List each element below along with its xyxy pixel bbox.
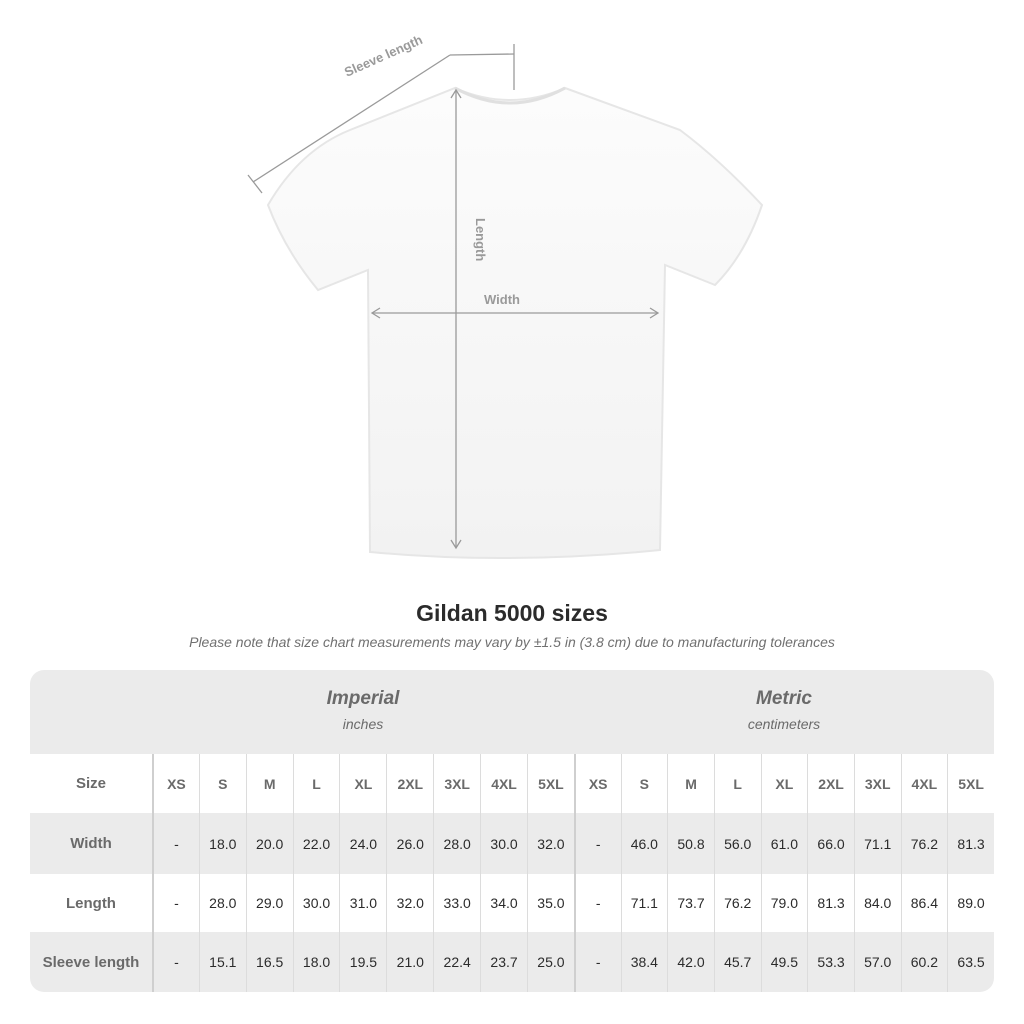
imperial-value: 34.0 — [480, 874, 527, 932]
imperial-value: 18.0 — [292, 932, 340, 992]
imperial-value: - — [151, 932, 199, 992]
size-label: 5XL — [947, 754, 994, 813]
metric-value: 81.3 — [807, 874, 854, 932]
metric-value: 73.7 — [667, 874, 714, 932]
size-label: 4XL — [900, 754, 948, 813]
metric-value: 57.0 — [853, 932, 901, 992]
size-label: 4XL — [480, 754, 527, 813]
size-label: S — [198, 754, 246, 813]
row-label: Length — [65, 894, 116, 912]
imperial-value: 29.0 — [245, 874, 293, 932]
imperial-value: - — [151, 813, 199, 874]
size-label: XS — [151, 754, 199, 813]
imperial-value: 32.0 — [526, 813, 574, 874]
imperial-unit: inches — [342, 716, 384, 732]
tolerance-note: Please note that size chart measurements… — [189, 634, 835, 650]
metric-value: 38.4 — [620, 932, 668, 992]
metric-value: 76.2 — [900, 813, 948, 874]
imperial-value: 21.0 — [386, 932, 433, 992]
row-label: Width — [70, 835, 112, 852]
imperial-value: 30.0 — [292, 874, 340, 932]
size-label: 2XL — [807, 754, 854, 813]
metric-value: 61.0 — [760, 813, 808, 874]
length-label: Length — [473, 218, 488, 262]
metric-label: Metric — [756, 688, 812, 709]
imperial-value: 20.0 — [245, 813, 293, 874]
imperial-value: 25.0 — [526, 932, 574, 992]
imperial-value: 28.0 — [433, 813, 480, 874]
imperial-value: 31.0 — [339, 874, 386, 932]
metric-value: 63.5 — [947, 932, 994, 992]
metric-unit: centimeters — [747, 716, 821, 732]
table-row: Length -28.0 29.0 30.0 31.0 32.0 33.0 34.0 35.0-… — [30, 874, 994, 932]
tshirt-diagram — [247, 44, 764, 560]
size-label: S — [620, 754, 668, 813]
imperial-value: 35.0 — [526, 874, 574, 932]
size-label: 3XL — [433, 754, 480, 813]
imperial-value: 33.0 — [433, 874, 480, 932]
metric-value: 49.5 — [760, 932, 808, 992]
size-table: Imperial inches Metric centimeters Size X… — [30, 670, 994, 992]
size-header-row: Size XS S M L XL 2XL 3XL 4XL 5XL XS S M L XL 2XL 3XL 4XL 5… — [30, 754, 994, 813]
size-label: M — [667, 754, 714, 813]
metric-value: 81.3 — [947, 813, 994, 874]
metric-value: 53.3 — [807, 932, 854, 992]
imperial-value: 22.0 — [292, 813, 340, 874]
imperial-value: 28.0 — [198, 874, 246, 932]
metric-value: 66.0 — [807, 813, 854, 874]
metric-value: 56.0 — [713, 813, 761, 874]
size-label: XL — [760, 754, 808, 813]
imperial-value: 22.4 — [433, 932, 480, 992]
metric-value: 50.8 — [667, 813, 714, 874]
table-row: Width -18.0 20.0 22.0 24.0 26.0 28.0 30.0 32.0-4… — [30, 813, 994, 874]
metric-value: 45.7 — [713, 932, 761, 992]
size-label: 3XL — [853, 754, 901, 813]
imperial-header: Imperial inches — [152, 670, 574, 754]
imperial-label: Imperial — [326, 688, 400, 709]
imperial-value: 15.1 — [198, 932, 246, 992]
metric-value: 46.0 — [620, 813, 668, 874]
metric-header: Metric centimeters — [574, 670, 994, 754]
row-label: Sleeve length — [42, 953, 140, 971]
size-label: 5XL — [526, 754, 574, 813]
imperial-value: 26.0 — [386, 813, 433, 874]
size-label: M — [245, 754, 293, 813]
metric-value: 86.4 — [900, 874, 948, 932]
metric-value: 79.0 — [760, 874, 808, 932]
metric-value: 42.0 — [667, 932, 714, 992]
imperial-value: - — [151, 874, 199, 932]
imperial-value: 16.5 — [245, 932, 293, 992]
imperial-value: 32.0 — [386, 874, 433, 932]
metric-value: 71.1 — [853, 813, 901, 874]
size-label: 2XL — [386, 754, 433, 813]
width-label: Width — [484, 292, 520, 307]
imperial-value: 19.5 — [339, 932, 386, 992]
metric-value: - — [573, 932, 621, 992]
imperial-value: 23.7 — [480, 932, 527, 992]
metric-value: 89.0 — [947, 874, 994, 932]
metric-value: 60.2 — [900, 932, 948, 992]
metric-value: - — [573, 874, 621, 932]
metric-value: 71.1 — [620, 874, 668, 932]
size-label: L — [713, 754, 761, 813]
imperial-value: 30.0 — [480, 813, 527, 874]
size-header: Size — [75, 775, 106, 792]
metric-value: - — [573, 813, 621, 874]
sleeve-measure-line — [252, 54, 451, 183]
size-label: L — [292, 754, 340, 813]
imperial-value: 24.0 — [339, 813, 386, 874]
chart-title: Gildan 5000 sizes — [416, 600, 608, 626]
tshirt-shape — [266, 86, 764, 560]
table-row: Sleeve length -15.1 16.5 18.0 19.5 21.0 22.4 23… — [30, 932, 994, 992]
size-label: XL — [339, 754, 386, 813]
imperial-value: 18.0 — [198, 813, 246, 874]
size-label: XS — [573, 754, 621, 813]
metric-value: 76.2 — [713, 874, 761, 932]
metric-value: 84.0 — [853, 874, 901, 932]
